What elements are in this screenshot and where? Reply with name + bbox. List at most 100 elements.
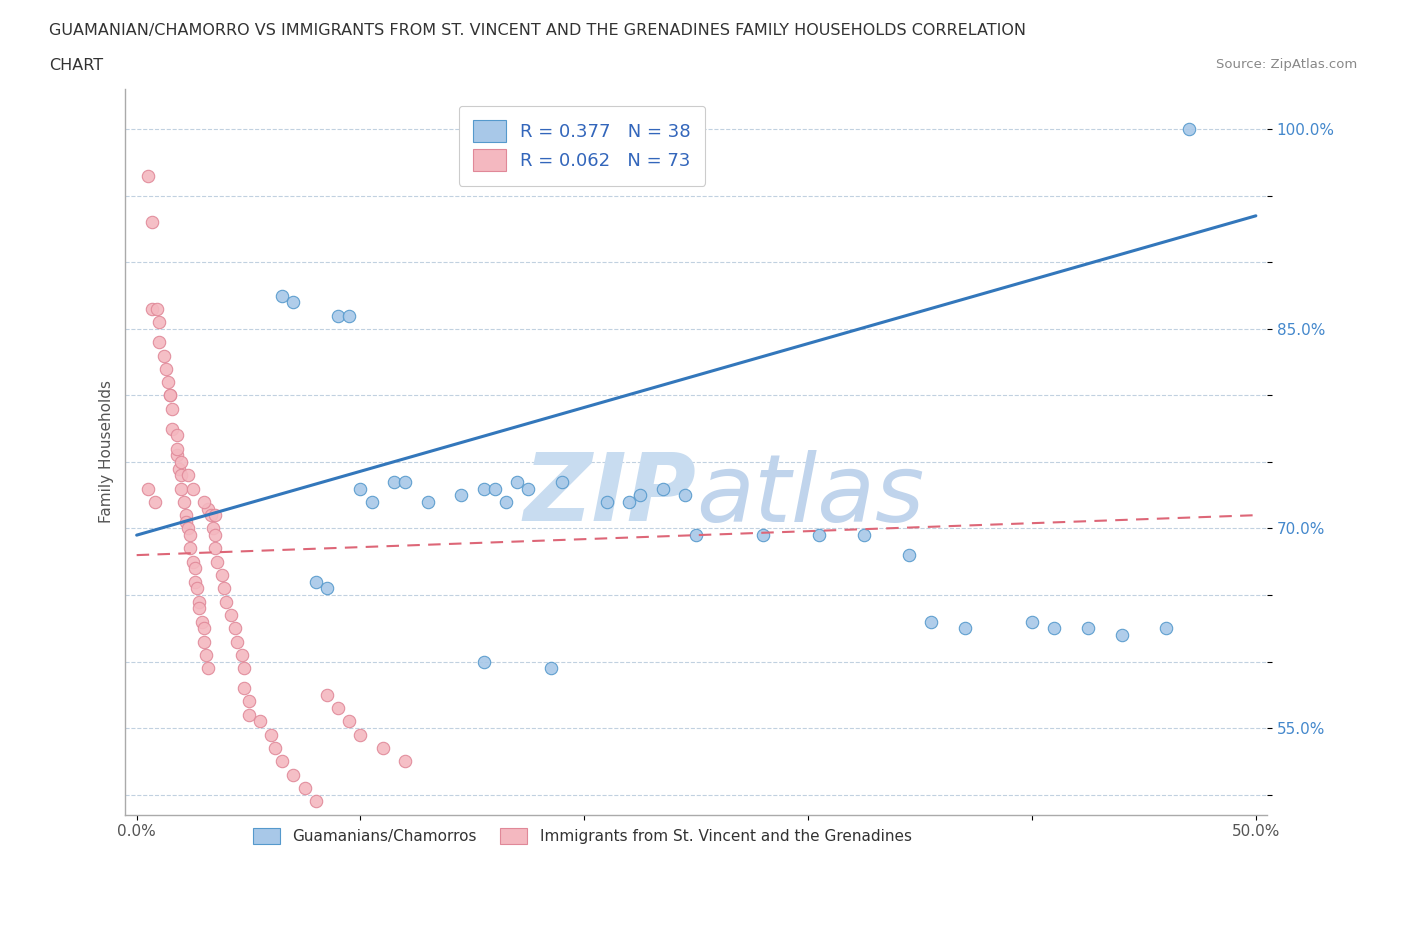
Point bbox=[201, 521, 224, 536]
Point bbox=[920, 614, 942, 629]
Point bbox=[337, 714, 360, 729]
Point bbox=[204, 541, 226, 556]
Point bbox=[1021, 614, 1043, 629]
Point bbox=[193, 621, 215, 636]
Point bbox=[271, 754, 294, 769]
Point bbox=[316, 687, 339, 702]
Point bbox=[167, 461, 190, 476]
Point bbox=[506, 474, 529, 489]
Point bbox=[179, 541, 201, 556]
Point bbox=[177, 468, 200, 483]
Point bbox=[170, 455, 193, 470]
Point bbox=[752, 527, 775, 542]
Point bbox=[1043, 621, 1066, 636]
Point bbox=[953, 621, 976, 636]
Point bbox=[156, 375, 179, 390]
Point bbox=[181, 481, 204, 496]
Point bbox=[416, 495, 439, 510]
Point bbox=[360, 495, 382, 510]
Point bbox=[174, 514, 197, 529]
Point bbox=[166, 441, 188, 456]
Point bbox=[193, 495, 215, 510]
Point bbox=[394, 754, 416, 769]
Point bbox=[283, 295, 305, 310]
Point bbox=[238, 694, 260, 709]
Point bbox=[264, 740, 287, 755]
Point bbox=[1111, 628, 1133, 643]
Point bbox=[484, 481, 506, 496]
Point bbox=[305, 575, 328, 590]
Point bbox=[215, 594, 238, 609]
Point bbox=[155, 362, 177, 377]
Point bbox=[146, 301, 169, 316]
Point bbox=[224, 621, 246, 636]
Point bbox=[326, 700, 349, 715]
Point bbox=[450, 488, 472, 503]
Point bbox=[174, 508, 197, 523]
Point bbox=[260, 727, 283, 742]
Point bbox=[136, 168, 159, 183]
Point bbox=[162, 402, 184, 417]
Point bbox=[190, 614, 212, 629]
Legend: Guamanians/Chamorros, Immigrants from St. Vincent and the Grenadines: Guamanians/Chamorros, Immigrants from St… bbox=[246, 821, 918, 850]
Text: ZIP: ZIP bbox=[523, 449, 696, 541]
Point bbox=[197, 501, 219, 516]
Point bbox=[808, 527, 831, 542]
Text: GUAMANIAN/CHAMORRO VS IMMIGRANTS FROM ST. VINCENT AND THE GRENADINES FAMILY HOUS: GUAMANIAN/CHAMORRO VS IMMIGRANTS FROM ST… bbox=[49, 23, 1026, 38]
Text: atlas: atlas bbox=[696, 450, 925, 541]
Point bbox=[188, 594, 211, 609]
Point bbox=[170, 481, 193, 496]
Point bbox=[472, 481, 495, 496]
Point bbox=[184, 561, 207, 576]
Point bbox=[166, 448, 188, 463]
Point bbox=[617, 495, 640, 510]
Point bbox=[184, 575, 207, 590]
Point bbox=[897, 548, 920, 563]
Point bbox=[1156, 621, 1178, 636]
Point bbox=[517, 481, 540, 496]
Point bbox=[159, 388, 181, 403]
Point bbox=[233, 681, 256, 696]
Point bbox=[231, 647, 253, 662]
Point bbox=[148, 335, 170, 350]
Point bbox=[148, 315, 170, 330]
Point bbox=[207, 554, 229, 569]
Point bbox=[238, 708, 260, 723]
Point bbox=[685, 527, 707, 542]
Point bbox=[271, 288, 294, 303]
Point bbox=[193, 634, 215, 649]
Point bbox=[170, 468, 193, 483]
Point bbox=[195, 647, 218, 662]
Point bbox=[628, 488, 651, 503]
Point bbox=[1077, 621, 1099, 636]
Point bbox=[337, 308, 360, 323]
Point bbox=[540, 661, 562, 676]
Point bbox=[294, 780, 316, 795]
Point bbox=[283, 767, 305, 782]
Point bbox=[651, 481, 673, 496]
Y-axis label: Family Households: Family Households bbox=[100, 380, 114, 524]
Point bbox=[204, 527, 226, 542]
Point bbox=[186, 581, 208, 596]
Point bbox=[316, 581, 339, 596]
Point bbox=[166, 428, 188, 443]
Point bbox=[472, 654, 495, 669]
Point bbox=[219, 607, 242, 622]
Point bbox=[141, 215, 163, 230]
Point bbox=[326, 308, 349, 323]
Point bbox=[188, 601, 211, 616]
Point bbox=[349, 481, 371, 496]
Point bbox=[204, 508, 226, 523]
Point bbox=[173, 495, 195, 510]
Point bbox=[249, 714, 271, 729]
Point bbox=[162, 421, 184, 436]
Point bbox=[152, 348, 174, 363]
Point bbox=[673, 488, 696, 503]
Point bbox=[181, 554, 204, 569]
Point bbox=[495, 495, 517, 510]
Point bbox=[551, 474, 574, 489]
Point bbox=[143, 495, 166, 510]
Point bbox=[233, 661, 256, 676]
Point bbox=[596, 495, 619, 510]
Point bbox=[211, 567, 233, 582]
